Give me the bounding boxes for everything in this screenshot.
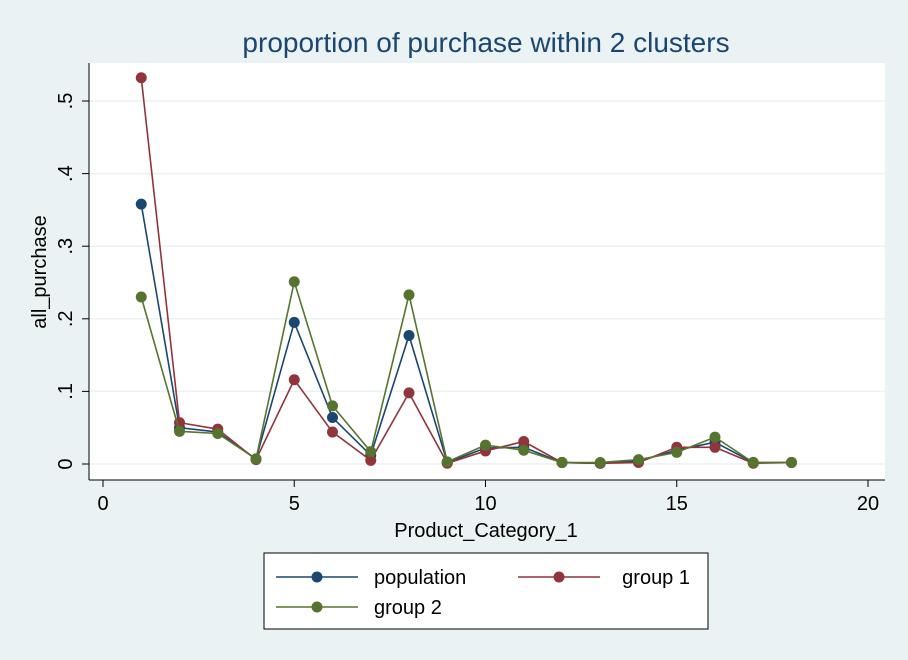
data-point (786, 457, 797, 469)
x-axis-ticks: 0 5 10 15 20 (97, 480, 879, 515)
y-tick-label: .3 (55, 238, 77, 255)
data-point (709, 441, 721, 453)
grid-lines (89, 100, 885, 465)
data-point (480, 439, 491, 451)
legend-marker (311, 571, 323, 583)
x-tick-label: 0 (97, 493, 108, 515)
data-point (518, 435, 530, 447)
data-point (441, 456, 453, 468)
y-tick-label: .4 (55, 165, 77, 182)
data-point (709, 431, 721, 443)
legend: population group 1 group 2 (263, 552, 709, 630)
data-point (135, 198, 147, 210)
series-layer (135, 72, 797, 469)
legend-marker (553, 571, 565, 583)
x-axis-title: Product_Category_1 (394, 520, 577, 542)
data-point (327, 400, 338, 412)
data-point (135, 72, 147, 84)
data-point (403, 387, 415, 399)
data-point (135, 291, 147, 303)
chart-title: proportion of purchase within 2 clusters (242, 27, 729, 58)
series (135, 276, 797, 469)
data-point (403, 329, 415, 341)
data-point (747, 457, 759, 469)
data-point (212, 428, 224, 440)
legend-marker (311, 601, 323, 613)
plot-area (89, 63, 885, 480)
data-point (671, 446, 683, 458)
y-tick-label: .2 (55, 310, 77, 327)
data-point (518, 444, 530, 456)
legend-label: group 2 (374, 597, 442, 619)
legend-label: population (374, 567, 466, 589)
x-tick-label: 15 (666, 493, 688, 515)
x-tick-label: 20 (857, 493, 879, 515)
data-point (288, 374, 300, 386)
legend-item: group 2 (276, 597, 442, 619)
data-point (403, 289, 415, 301)
data-point (556, 457, 568, 469)
y-tick-label: .5 (55, 93, 77, 110)
legend-label: group 1 (622, 567, 690, 589)
data-point (288, 316, 300, 328)
data-point (288, 276, 300, 288)
data-point (633, 454, 644, 466)
legend-item: population (276, 567, 466, 589)
x-tick-label: 10 (474, 493, 496, 515)
data-point (250, 453, 262, 465)
x-tick-label: 5 (289, 493, 300, 515)
data-point (327, 426, 338, 438)
y-axis-ticks: 0 .1 .2 .3 .4 .5 (55, 93, 89, 470)
data-point (594, 457, 606, 469)
y-axis-title: all_purchase (29, 215, 51, 328)
series-line (140, 278, 792, 464)
y-tick-label: .1 (55, 383, 77, 400)
data-point (365, 454, 377, 466)
legend-item: group 1 (518, 567, 690, 589)
legend-box (263, 552, 709, 630)
data-point (365, 446, 377, 458)
data-point (327, 412, 338, 424)
data-point (174, 425, 185, 437)
y-tick-label: 0 (55, 458, 77, 469)
